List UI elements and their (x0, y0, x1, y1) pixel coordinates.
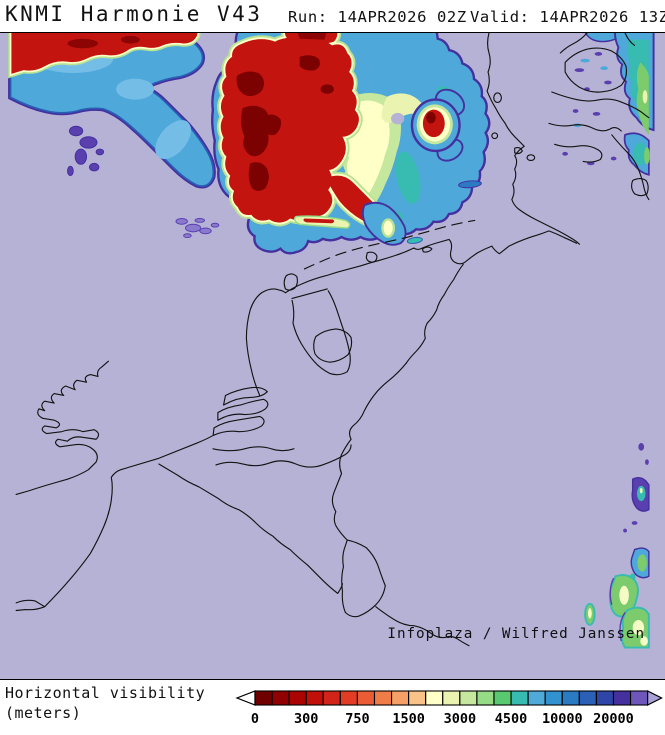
colorbar: 0 300 750 1500 3000 4500 10000 20000 (235, 690, 663, 727)
legend-bar: Horizontal visibility (meters) 0 300 750 15… (0, 680, 665, 735)
coast-loop-small (514, 147, 523, 155)
coast-england (15, 360, 110, 495)
legend-title-line2: (meters) (5, 704, 82, 722)
colorbar-tick-label: 750 (345, 711, 369, 727)
coast-denmark-top (559, 33, 636, 54)
colorbar-cell (442, 690, 461, 706)
fog-tail-wadden-coast (293, 180, 482, 246)
border-nl-de (405, 263, 464, 364)
island-texel (283, 273, 299, 291)
colorbar-cell (339, 690, 358, 706)
colorbar-underflow-arrow (235, 690, 256, 706)
flevoland (313, 328, 353, 363)
coast-denmark-4 (554, 143, 603, 163)
colorbar-cell (288, 690, 307, 706)
coastlines (15, 33, 650, 647)
colorbar-cell (391, 690, 410, 706)
colorbar-cell (510, 690, 529, 706)
coast-kiel-bay (611, 134, 650, 201)
colorbar-cell (629, 690, 649, 706)
border-be-de (331, 362, 407, 541)
colorbar-cell (425, 690, 444, 706)
coast-denmark-1 (564, 47, 627, 93)
fog-area-topleft (11, 33, 198, 74)
colorbar-tick-label: 20000 (593, 711, 634, 727)
lake-lauwersmeer (365, 251, 378, 263)
fog-area-central (221, 33, 383, 223)
colorbar-tick-label: 300 (294, 711, 318, 727)
colorbar-cell (527, 690, 546, 706)
colorbar-cell (578, 690, 597, 706)
coast-holland-west (245, 288, 286, 397)
model-title: KNMI Harmonie V43 (5, 2, 263, 26)
colorbar-cell (408, 690, 427, 706)
island-borkum (421, 246, 433, 253)
valid-time-label: Valid: 14APR2026 13Z (470, 8, 665, 26)
colorbar-cell (373, 690, 393, 706)
run-time-label: Run: 14APR2026 02Z (288, 8, 467, 26)
border-luxembourg (341, 539, 386, 618)
map-canvas: Infoplaza / Wilfred Janssen (0, 33, 655, 649)
colorbar-cell (254, 690, 273, 706)
colorbar-cell (322, 690, 341, 706)
coast-wadden-mainland (284, 230, 578, 294)
coast-france (15, 434, 214, 612)
colorbar-cell (544, 690, 563, 706)
coast-schleswig-elbe (486, 33, 580, 245)
legend-title-line1: Horizontal visibility (5, 684, 206, 702)
colorbar-cell (595, 690, 615, 706)
coast-denmark-3 (548, 122, 622, 132)
colorbar-cell (476, 690, 495, 706)
border-nl-be (215, 444, 352, 468)
fog-cell-secondary (410, 88, 466, 162)
border-fr-be (158, 463, 344, 594)
colorbar-cell (305, 690, 324, 706)
colorbar-cell (561, 690, 580, 706)
colorbar-tick-label: 10000 (542, 711, 583, 727)
coast-zeeland (212, 386, 295, 452)
visibility-map: Infoplaza / Wilfred Janssen (0, 32, 665, 680)
reduced-visibility-east-patches (584, 443, 650, 649)
reduced-visibility-baltic (562, 33, 655, 176)
visibility-speck-cluster-south (175, 218, 220, 239)
attribution-text: Infoplaza / Wilfred Janssen (387, 626, 645, 642)
colorbar-tick-label: 1500 (392, 711, 425, 727)
ijsselmeer (291, 288, 351, 376)
colorbar-tick-label: 3000 (444, 711, 477, 727)
colorbar-cell (356, 690, 376, 706)
visibility-speck-cluster-west (67, 125, 105, 177)
colorbar-tick-label: 0 (251, 711, 259, 727)
header-bar: KNMI Harmonie V43 Run: 14APR2026 02Z Val… (0, 0, 665, 33)
colorbar-cell (271, 690, 290, 706)
border-southeast (375, 606, 470, 647)
colorbar-overflow-arrow (647, 690, 663, 706)
wadden-islands-dashed (303, 219, 476, 270)
colorbar-tick-label: 4500 (495, 711, 528, 727)
colorbar-cell (493, 690, 512, 706)
colorbar-cell (612, 690, 632, 706)
colorbar-cell (459, 690, 478, 706)
coast-denmark-2 (551, 91, 650, 119)
german-lakes (491, 92, 536, 162)
island-right-edge (631, 177, 649, 197)
